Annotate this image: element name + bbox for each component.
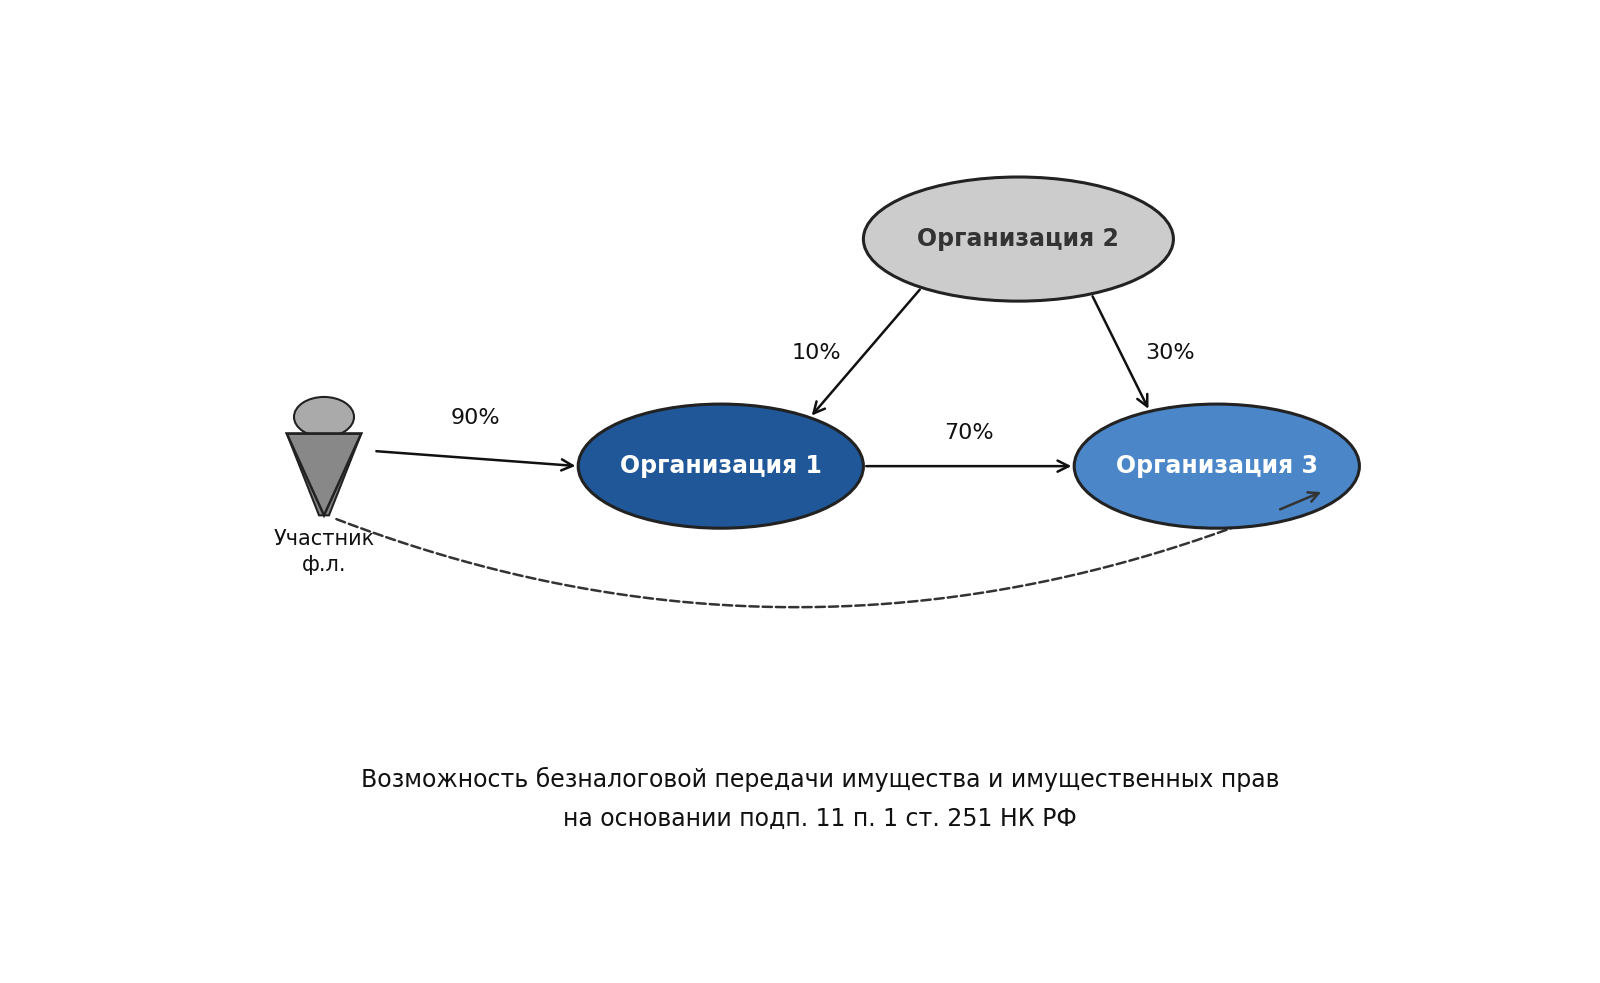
Ellipse shape (294, 397, 354, 436)
Ellipse shape (864, 177, 1173, 301)
Polygon shape (286, 434, 362, 515)
Text: Организация 3: Организация 3 (1115, 454, 1318, 478)
Text: 30%: 30% (1146, 343, 1195, 363)
Ellipse shape (1074, 404, 1360, 528)
Text: Участник
ф.л.: Участник ф.л. (274, 529, 374, 575)
Text: Организация 2: Организация 2 (917, 227, 1120, 251)
Text: 90%: 90% (451, 408, 501, 429)
Text: 10%: 10% (792, 343, 842, 363)
Text: 70%: 70% (944, 424, 994, 443)
Text: Организация 1: Организация 1 (619, 454, 822, 478)
Ellipse shape (578, 404, 864, 528)
Text: Возможность безналоговой передачи имущества и имущественных прав
на основании по: Возможность безналоговой передачи имущес… (360, 767, 1280, 832)
